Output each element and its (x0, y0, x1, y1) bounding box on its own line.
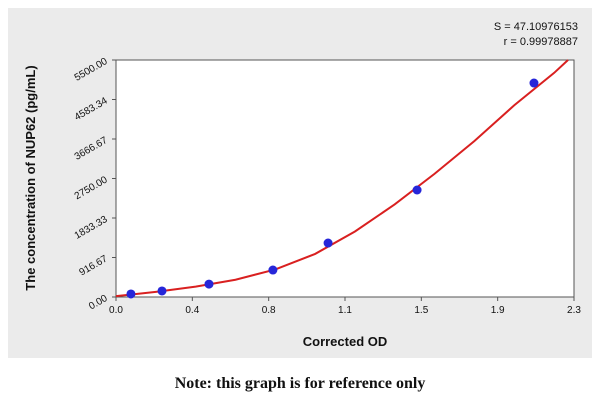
x-axis-label: Corrected OD (303, 334, 388, 349)
fit-curve (115, 59, 569, 298)
point (157, 286, 167, 296)
point (268, 265, 278, 275)
x-tick-label: 1.1 (338, 305, 352, 316)
x-tick-label: 0.0 (109, 305, 123, 316)
note: Note: this graph is for reference only (175, 375, 426, 392)
point (412, 185, 422, 195)
point (126, 289, 136, 299)
plot-area (115, 59, 575, 298)
point (204, 279, 214, 289)
y-axis-label: The concentration of NUP62 (pg/mL) (23, 65, 38, 290)
x-tick-label: 0.8 (262, 305, 276, 316)
x-tick-label: 1.9 (491, 305, 505, 316)
x-tick-label: 0.4 (185, 305, 199, 316)
annotation: S = 47.10976153 (494, 21, 578, 33)
point (529, 78, 539, 88)
x-tick-label: 2.3 (567, 305, 581, 316)
annotation: r = 0.99978887 (504, 36, 578, 48)
x-tick-label: 1.5 (414, 305, 428, 316)
point (323, 238, 333, 248)
